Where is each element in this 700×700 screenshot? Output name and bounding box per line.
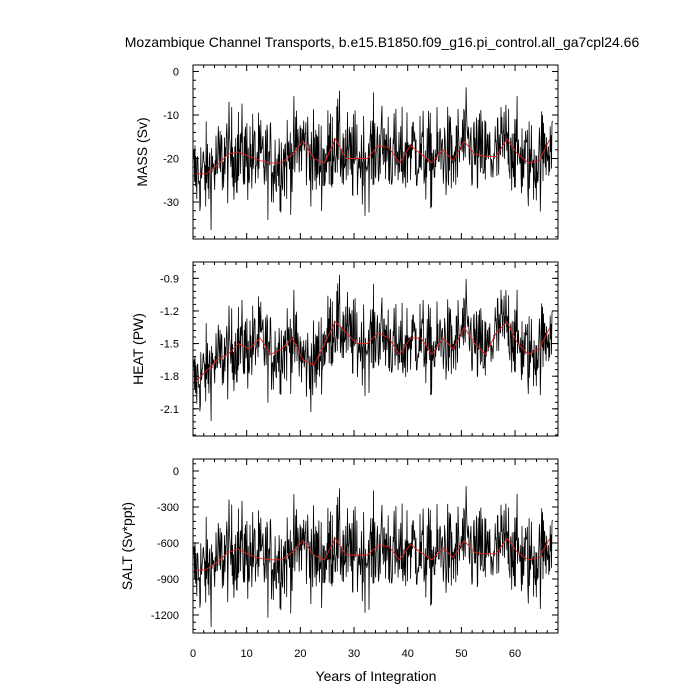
heat-smoothed-series-line (195, 321, 551, 382)
panel-salt-ylabel: SALT (Sv*ppt) (119, 502, 135, 590)
xtick-label: 30 (348, 648, 360, 660)
xtick-label: 40 (402, 648, 414, 660)
salt-smoothed-series-line (195, 537, 551, 572)
figure-title: Mozambique Channel Transports, b.e15.B18… (125, 34, 640, 50)
xtick-label: 20 (294, 648, 306, 660)
panel-mass-ylabel: MASS (Sv) (134, 117, 150, 186)
xtick-label: 50 (455, 648, 467, 660)
plot-layer: 0 -10 -20 -30 -0.9 -1.2 -1.5 -1.8 -2.1 0 -300 -600 -… (151, 65, 559, 660)
salt-ytick-label: 0 (173, 466, 179, 478)
xtick-label: 60 (509, 648, 521, 660)
salt-ytick-label: -600 (157, 538, 179, 550)
heat-ytick-label: -1.5 (160, 339, 179, 351)
heat-raw-series-line (192, 274, 553, 422)
mass-smoothed-series-line (195, 138, 551, 175)
xtick-label: 0 (190, 648, 196, 660)
panel-heat-ylabel: HEAT (PW) (130, 313, 146, 385)
salt-ytick-label: -1200 (151, 610, 179, 622)
heat-ytick-label: -0.9 (160, 273, 179, 285)
mass-ytick-label: -20 (163, 154, 179, 166)
salt-ytick-label: -900 (157, 574, 179, 586)
heat-ytick-label: -2.1 (160, 404, 179, 416)
xtick-label: 10 (241, 648, 253, 660)
salt-ytick-label: -300 (157, 502, 179, 514)
heat-ytick-label: -1.2 (160, 306, 179, 318)
mass-ytick-label: -10 (163, 110, 179, 122)
heat-ytick-label: -1.8 (160, 371, 179, 383)
x-axis-label: Years of Integration (316, 668, 437, 684)
mass-ytick-label: 0 (173, 67, 179, 79)
mass-raw-series-line (192, 87, 553, 231)
salt-raw-series-line (192, 486, 553, 627)
mass-ytick-label: -30 (163, 197, 179, 209)
